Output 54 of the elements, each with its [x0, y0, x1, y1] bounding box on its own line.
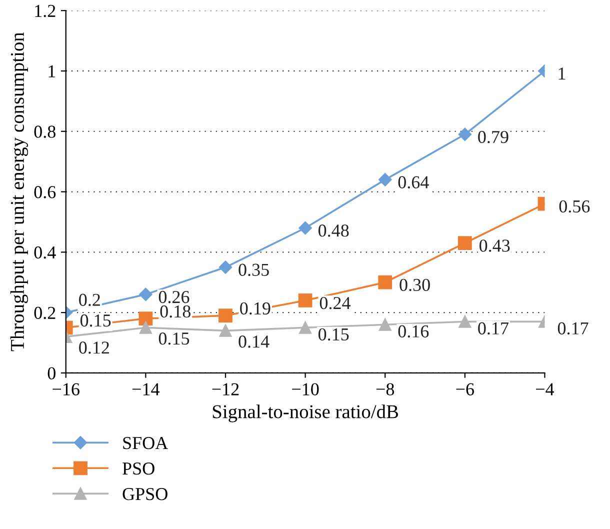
data-label: 0.43	[480, 240, 510, 252]
data-label: 1	[558, 68, 566, 80]
data-label: 0.79	[478, 130, 508, 144]
data-label: 0.26	[158, 290, 190, 304]
x-tick-label: −12	[212, 383, 239, 396]
x-axis-title: Signal-to-noise ratio/dB	[212, 404, 398, 422]
point	[218, 260, 232, 274]
data-label: 0.15	[318, 328, 349, 341]
data-label: 0.12	[79, 342, 109, 354]
data-label: 0.56	[559, 200, 590, 213]
data-label: 0.30	[400, 278, 430, 292]
data-label: 0.17	[558, 322, 588, 335]
data-label: 0.14	[238, 336, 270, 348]
legend-label: SFOA	[123, 436, 168, 450]
data-label: 0.15	[80, 314, 111, 327]
x-tick-label: −16	[52, 383, 80, 396]
point	[139, 288, 152, 302]
data-label: 0.18	[160, 305, 190, 318]
point	[298, 221, 312, 235]
y-tick-label: 0.4	[34, 246, 56, 259]
y-tick-label: 1.2	[35, 4, 56, 18]
y-axis-title: Throughput per unit energy consumption	[10, 32, 28, 352]
data-label: 0.16	[398, 325, 429, 338]
point	[458, 315, 472, 328]
x-tick-label: −6	[456, 383, 474, 396]
legend-label: GPSO	[122, 488, 168, 500]
point	[458, 128, 472, 141]
x-tick-label: −10	[292, 383, 319, 396]
y-tick-label: 0.6	[34, 186, 56, 198]
data-label: 0.17	[478, 322, 508, 335]
point	[219, 324, 232, 337]
y-tick-label: 1	[48, 65, 56, 78]
point	[458, 236, 472, 250]
x-tick-label: −8	[376, 383, 394, 396]
data-label: 0.15	[158, 332, 190, 345]
point	[378, 318, 392, 331]
y-tick-label: 0.2	[34, 306, 56, 320]
point	[138, 312, 153, 326]
point	[378, 173, 392, 186]
data-label: 0.48	[318, 224, 349, 237]
legend-label: PSO	[122, 462, 154, 475]
point	[218, 308, 232, 323]
y-tick-label: 0	[48, 367, 56, 380]
data-label: 0.64	[398, 176, 429, 188]
x-tick-label: −4	[536, 383, 554, 396]
point	[299, 321, 312, 334]
data-label: 0.2	[79, 294, 100, 306]
y-tick-label: 0.8	[34, 126, 56, 138]
data-label: 0.24	[320, 296, 351, 310]
point	[378, 275, 392, 290]
x-tick-label: −14	[132, 383, 160, 396]
data-label: 0.35	[238, 264, 269, 276]
point	[298, 294, 312, 308]
data-label: 0.19	[240, 302, 270, 315]
